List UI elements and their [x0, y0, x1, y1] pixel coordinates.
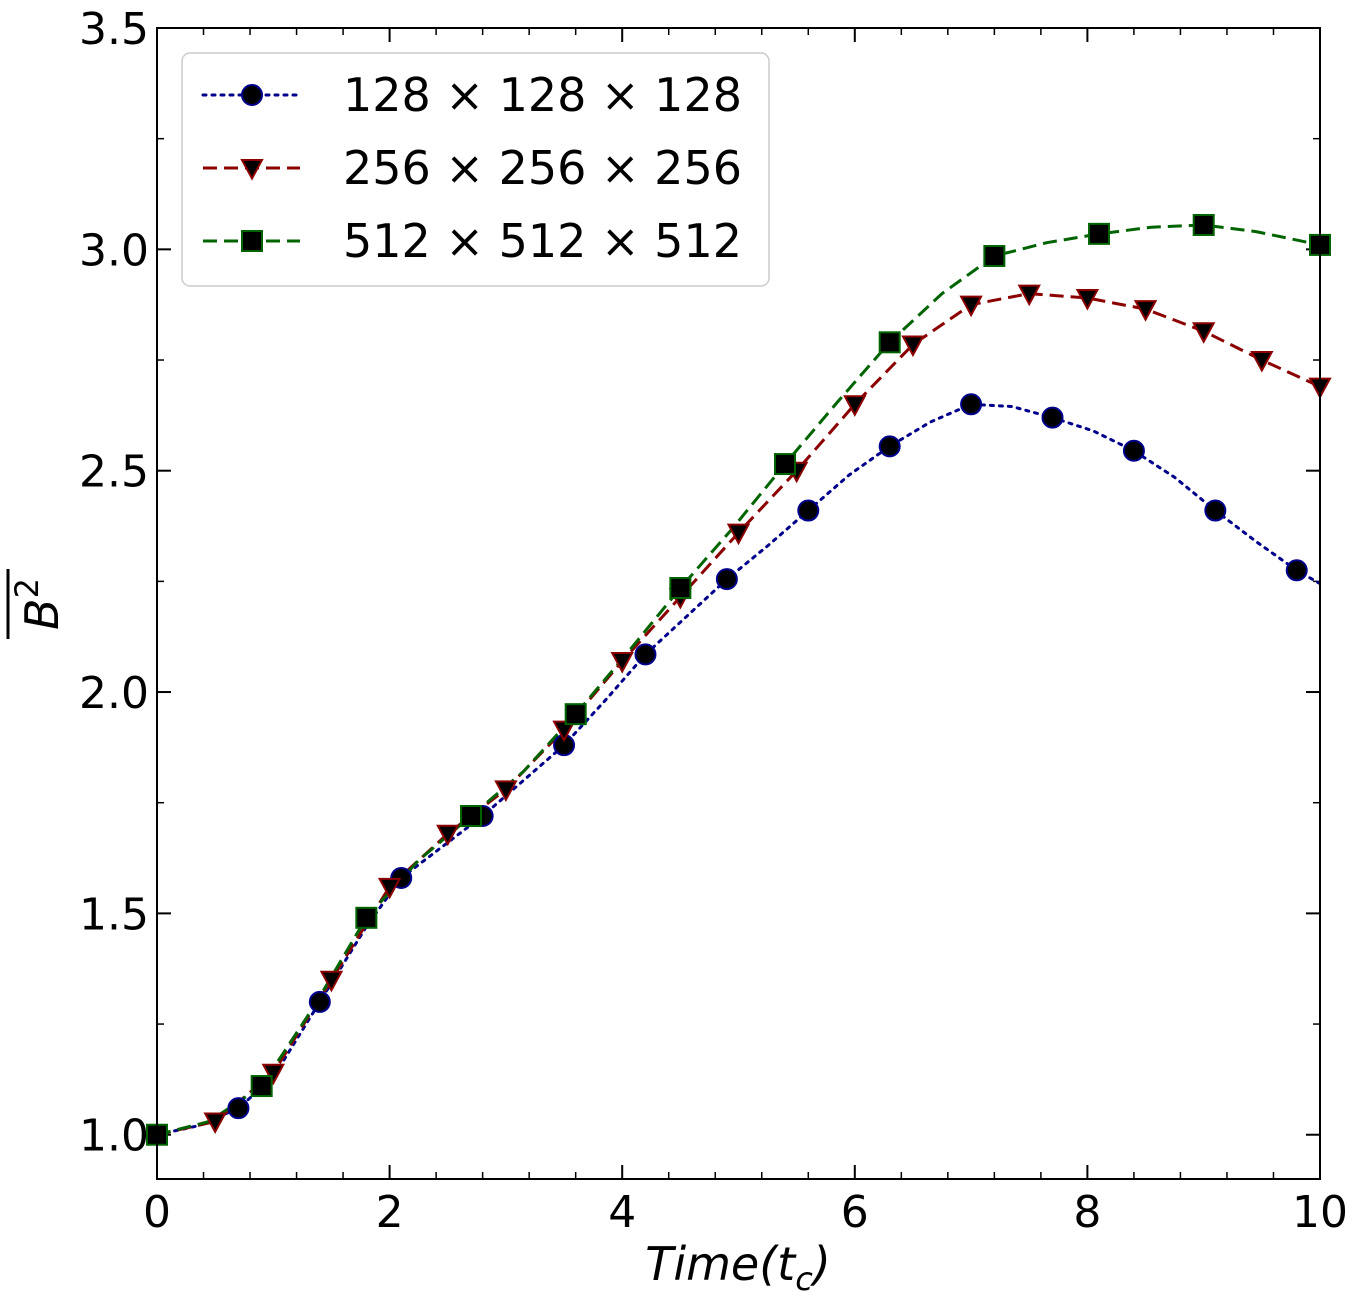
series-2-marker	[319, 970, 344, 993]
series-1-marker	[1041, 406, 1064, 429]
series-2-marker	[1250, 351, 1274, 373]
x-tick-label: 6	[841, 1187, 869, 1238]
series-2-marker	[959, 295, 983, 318]
series-2-marker	[1075, 289, 1100, 311]
legend-marker-1	[241, 84, 263, 106]
series-2-marker	[261, 1063, 285, 1086]
series-1-marker	[1285, 559, 1308, 582]
x-tick-label: 4	[608, 1187, 636, 1238]
legend-label-3: 512 × 512 × 512	[343, 214, 742, 268]
series-1-marker	[1122, 439, 1145, 462]
series-2-marker	[1192, 322, 1216, 344]
series-2-marker	[726, 523, 751, 546]
y-tick-label: 1.0	[79, 1111, 149, 1162]
series-3-marker	[1088, 222, 1111, 245]
series-3-marker	[878, 331, 901, 354]
series-2-marker	[203, 1112, 227, 1135]
y-tick-label: 2.5	[79, 447, 149, 498]
legend-label-1: 128 × 128 × 128	[343, 68, 742, 122]
series-3-marker	[460, 804, 483, 827]
series-3-marker	[250, 1075, 273, 1098]
y-tick-label: 1.5	[79, 889, 149, 940]
legend-box	[181, 52, 770, 287]
legend-marker-2	[240, 159, 264, 181]
series-line-2	[157, 292, 1320, 1137]
x-tick-label: 10	[1292, 1187, 1348, 1238]
legend: 128 × 128 × 128 256 × 256 × 256 512 × 512 …	[181, 52, 770, 287]
y-tick-label: 3.5	[79, 4, 149, 55]
y-tick-label: 2.0	[79, 668, 149, 719]
y-axis-title: B2	[6, 569, 69, 639]
svg-text:B2: B2	[8, 578, 69, 630]
series-1-marker	[878, 435, 901, 458]
series-1-marker	[1204, 499, 1227, 522]
series-3-marker	[1192, 213, 1215, 236]
series-3-marker	[669, 577, 692, 600]
series-3-marker	[355, 906, 378, 929]
x-tick-label: 0	[143, 1187, 171, 1238]
series-2-marker	[494, 780, 518, 803]
series-1-marker	[634, 643, 657, 666]
x-tick-label: 2	[376, 1187, 404, 1238]
plot-series	[157, 223, 1320, 1137]
series-1-marker	[308, 990, 331, 1013]
series-2-marker	[610, 652, 634, 674]
series-3-marker	[774, 453, 797, 476]
x-tick-label: 8	[1073, 1187, 1101, 1238]
series-3-marker	[983, 244, 1006, 267]
plot-markers	[146, 213, 1332, 1146]
series-2-marker	[843, 395, 867, 417]
series-2-marker	[436, 824, 460, 847]
series-1-marker	[227, 1097, 250, 1120]
series-2-marker	[1133, 300, 1158, 322]
series-line-3	[157, 223, 1320, 1137]
plot-frame	[156, 27, 1321, 1180]
series-2-marker	[1017, 284, 1041, 307]
series-1-marker	[960, 393, 983, 416]
series-line-1	[157, 402, 1320, 1137]
y-tick-label: 3.0	[79, 225, 149, 276]
tick-labels: 0 2 4 6 8 10 1.0 1.5 2.0 2.5 3.0 3.5	[79, 4, 1348, 1238]
x-axis-title: Time(tc)	[645, 1237, 831, 1298]
legend-label-2: 256 × 256 × 256	[343, 141, 742, 195]
series-2-marker	[552, 720, 576, 743]
series-2-marker	[901, 335, 925, 358]
series-1-marker	[715, 568, 738, 591]
series-3-marker	[564, 703, 587, 726]
legend-marker-3	[241, 230, 263, 252]
series-2-marker	[377, 877, 402, 900]
series-1-marker	[797, 499, 820, 522]
